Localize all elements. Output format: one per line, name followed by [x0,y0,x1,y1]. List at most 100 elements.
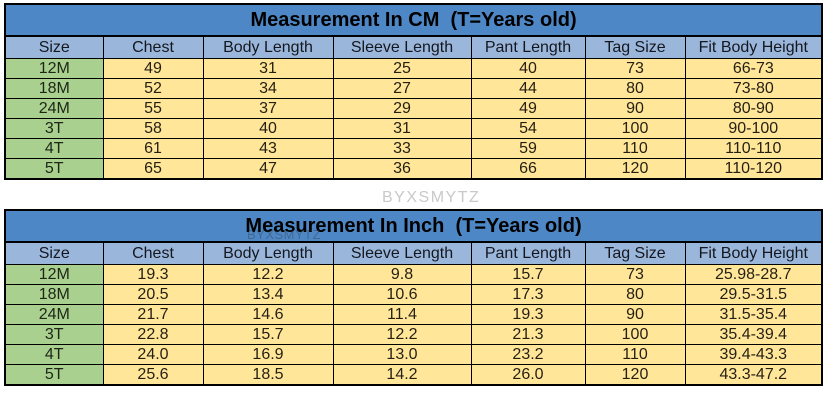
value-cell: 34 [202,78,334,99]
value-cell: 21.3 [470,324,586,345]
size-cell: 3T [4,324,104,345]
value-cell: 44 [470,78,586,99]
size-cell: 24M [4,304,104,325]
value-cell: 20.5 [102,284,204,305]
value-cell: 49 [470,98,586,119]
value-cell: 24.0 [102,344,204,365]
value-cell: 73 [584,58,686,79]
value-cell: 19.3 [102,264,204,285]
size-cell: 3T [4,118,104,139]
table-row: 24M 21.7 14.6 11.4 19.3 90 31.5-35.4 [4,304,823,325]
value-cell: 47 [202,158,334,180]
value-cell: 39.4-43.3 [684,344,823,365]
value-cell: 23.2 [470,344,586,365]
value-cell: 49 [102,58,204,79]
size-cell: 12M [4,264,104,285]
column-header-sleeve-length: Sleeve Length [332,241,472,265]
value-cell: 31 [202,58,334,79]
table-row: 5T 65 47 36 66 120 110-120 [4,158,823,180]
value-cell: 35.4-39.4 [684,324,823,345]
value-cell: 17.3 [470,284,586,305]
value-cell: 26.0 [470,364,586,386]
value-cell: 14.2 [332,364,472,386]
value-cell: 27 [332,78,472,99]
table-row: 12M 49 31 25 40 73 66-73 [4,58,823,79]
value-cell: 61 [102,138,204,159]
column-header-size: Size [4,35,104,59]
size-cell: 5T [4,364,104,386]
table-row: 18M 20.5 13.4 10.6 17.3 80 29.5-31.5 [4,284,823,305]
table-row: 18M 52 34 27 44 80 73-80 [4,78,823,99]
size-cell: 4T [4,138,104,159]
value-cell: 73-80 [684,78,823,99]
column-header-pant-length: Pant Length [470,241,586,265]
column-header-fit-body-height: Fit Body Height [684,35,823,59]
table-row: 3T 58 40 31 54 100 90-100 [4,118,823,139]
cm-measurement-table: Measurement In CM (T=Years old) Size Che… [4,3,824,180]
value-cell: 25.6 [102,364,204,386]
value-cell: 90 [584,304,686,325]
value-cell: 12.2 [332,324,472,345]
cm-table-title: Measurement In CM (T=Years old) [4,3,823,37]
value-cell: 43.3-47.2 [684,364,823,386]
value-cell: 58 [102,118,204,139]
value-cell: 11.4 [332,304,472,325]
column-header-pant-length: Pant Length [470,35,586,59]
size-cell: 24M [4,98,104,119]
value-cell: 54 [470,118,586,139]
value-cell: 22.8 [102,324,204,345]
value-cell: 25.98-28.7 [684,264,823,285]
value-cell: 13.4 [202,284,334,305]
table-row: 4T 24.0 16.9 13.0 23.2 110 39.4-43.3 [4,344,823,365]
value-cell: 14.6 [202,304,334,325]
value-cell: 90 [584,98,686,119]
value-cell: 80 [584,284,686,305]
size-cell: 5T [4,158,104,180]
size-cell: 18M [4,284,104,305]
value-cell: 66 [470,158,586,180]
column-header-body-length: Body Length [202,35,334,59]
value-cell: 31 [332,118,472,139]
value-cell: 43 [202,138,334,159]
value-cell: 33 [332,138,472,159]
size-cell: 12M [4,58,104,79]
value-cell: 29.5-31.5 [684,284,823,305]
value-cell: 100 [584,324,686,345]
size-cell: 18M [4,78,104,99]
value-cell: 40 [470,58,586,79]
column-header-tag-size: Tag Size [584,241,686,265]
value-cell: 100 [584,118,686,139]
value-cell: 40 [202,118,334,139]
value-cell: 31.5-35.4 [684,304,823,325]
table-row: 4T 61 43 33 59 110 110-110 [4,138,823,159]
table-row: 12M 19.3 12.2 9.8 15.7 73 25.98-28.7 [4,264,823,285]
table-row: 24M 55 37 29 49 90 80-90 [4,98,823,119]
value-cell: 110 [584,344,686,365]
cm-header-row: Size Chest Body Length Sleeve Length Pan… [4,35,823,59]
value-cell: 110-110 [684,138,823,159]
column-header-tag-size: Tag Size [584,35,686,59]
table-row: 3T 22.8 15.7 12.2 21.3 100 35.4-39.4 [4,324,823,345]
value-cell: 15.7 [470,264,586,285]
value-cell: 16.9 [202,344,334,365]
value-cell: 36 [332,158,472,180]
column-header-size: Size [4,241,104,265]
table-row: 5T 25.6 18.5 14.2 26.0 120 43.3-47.2 [4,364,823,386]
value-cell: 29 [332,98,472,119]
value-cell: 37 [202,98,334,119]
watermark-text: BYXSMYTZ [382,189,481,206]
column-header-fit-body-height: Fit Body Height [684,241,823,265]
value-cell: 120 [584,158,686,180]
value-cell: 80-90 [684,98,823,119]
inch-table-title: Measurement In Inch (T=Years old) [4,209,823,243]
value-cell: 12.2 [202,264,334,285]
value-cell: 9.8 [332,264,472,285]
value-cell: 55 [102,98,204,119]
value-cell: 90-100 [684,118,823,139]
value-cell: 73 [584,264,686,285]
value-cell: 25 [332,58,472,79]
value-cell: 59 [470,138,586,159]
value-cell: 13.0 [332,344,472,365]
value-cell: 18.5 [202,364,334,386]
